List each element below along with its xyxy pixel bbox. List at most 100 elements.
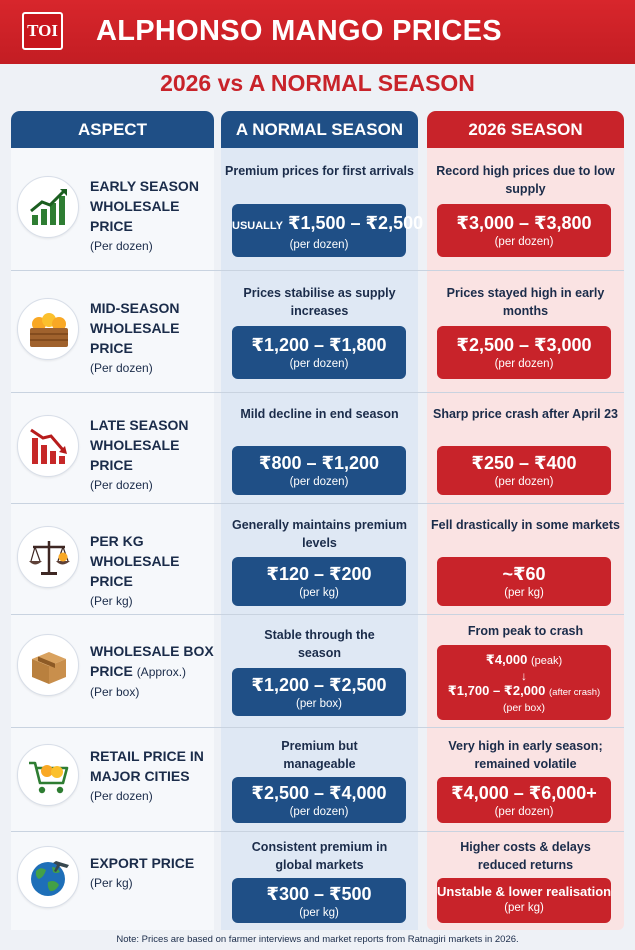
aspect-title: WHOLESALE BOX PRICE (Approx.)	[90, 641, 215, 682]
normal-season-description: Consistent premium in global markets	[251, 840, 388, 872]
price-unit: (per dozen)	[494, 236, 554, 248]
price-range: ₹2,500 – ₹3,000	[456, 335, 592, 355]
footnote: Note: Prices are based on farmer intervi…	[116, 934, 519, 945]
mango-crate-icon	[17, 298, 79, 360]
price-unit: (per dozen)	[289, 239, 349, 251]
season-2026-description: Record high prices due to low supply	[436, 164, 615, 196]
aspect-title: PER KG WHOLESALE PRICE	[90, 533, 180, 589]
season-2026-price-box: ₹2,500 – ₹3,000 (per dozen)	[437, 326, 611, 379]
row-divider	[11, 270, 624, 271]
normal-season-price-box: ₹1,200 – ₹2,500 (per box)	[232, 668, 406, 716]
row-divider	[11, 614, 624, 615]
peak-price: ₹4,000	[485, 652, 528, 667]
row-export-price-aspect: EXPORT PRICE (Per kg)	[90, 853, 215, 891]
globe-airplane-icon	[17, 846, 79, 908]
price-unit: (per kg)	[299, 907, 339, 919]
row-wholesale-box-aspect: WHOLESALE BOX PRICE (Approx.) (Per box)	[90, 641, 215, 700]
season-2026-description: Sharp price crash after April 23	[432, 407, 619, 421]
normal-season-description: Generally maintains premium levels	[231, 518, 408, 550]
row-divider	[11, 503, 624, 504]
aspect-unit-note: (Per kg)	[90, 876, 133, 890]
season-2026-description: Very high in early season; remained vola…	[448, 739, 603, 771]
aspect-title: EARLY SEASON WHOLESALE PRICE	[90, 178, 199, 234]
aspect-title: RETAIL PRICE IN MAJOR CITIES	[90, 748, 204, 784]
price-unit: (per kg)	[504, 902, 544, 914]
normal-season-description: Mild decline in end season	[240, 407, 399, 421]
aspect-title: EXPORT PRICE	[90, 855, 195, 871]
price-status: Unstable & lower realisation	[437, 884, 612, 899]
price-range: ₹1,200 – ₹1,800	[251, 335, 387, 355]
price-range: ₹1,500 – ₹2,500	[287, 213, 424, 233]
price-unit: (per kg)	[504, 587, 544, 599]
season-2026-price-box: ₹250 – ₹400 (per dozen)	[437, 446, 611, 495]
aspect-unit-note: (Per box)	[90, 685, 140, 699]
season-2026-description: Fell drastically in some markets	[431, 518, 620, 532]
row-divider	[11, 831, 624, 832]
after-crash-label: (after crash)	[549, 687, 601, 698]
normal-season-price-box: ₹800 – ₹1,200 (per dozen)	[232, 446, 406, 495]
season-2026-description: Higher costs & delays reduced returns	[460, 840, 591, 872]
season-2026-price-box: ₹3,000 – ₹3,800 (per dozen)	[437, 204, 611, 257]
price-unit: (per box)	[295, 698, 343, 710]
shopping-cart-icon	[17, 744, 79, 806]
price-range: ₹120 – ₹200	[266, 564, 372, 584]
price-range: ~₹60	[502, 564, 546, 584]
column-header-2026-season: 2026 SEASON	[427, 111, 624, 148]
row-early-season-aspect: EARLY SEASON WHOLESALE PRICE (Per dozen)	[90, 176, 215, 254]
price-unit: (per dozen)	[289, 806, 349, 818]
aspect-unit-note: (Per dozen)	[90, 789, 153, 803]
aspect-title: MID-SEASON WHOLESALE PRICE	[90, 300, 180, 356]
season-2026-price-box: ~₹60 (per kg)	[437, 557, 611, 606]
price-unit: (per dozen)	[494, 476, 554, 488]
price-range: ₹300 – ₹500	[266, 884, 372, 904]
normal-season-price-box: ₹120 – ₹200 (per kg)	[232, 557, 406, 606]
aspect-unit-note: (Per dozen)	[90, 239, 153, 253]
price-unit: (per dozen)	[289, 358, 349, 370]
price-prefix: USUALLY	[232, 220, 283, 232]
column-header-normal-season: A NORMAL SEASON	[221, 111, 418, 148]
price-unit: (per dozen)	[494, 358, 554, 370]
season-2026-price-box: ₹4,000 – ₹6,000+ (per dozen)	[437, 777, 611, 823]
falling-bar-chart-icon	[17, 415, 79, 477]
price-range: ₹3,000 – ₹3,800	[456, 213, 592, 233]
normal-season-price-box: USUALLY ₹1,500 – ₹2,500 (per dozen)	[232, 204, 423, 257]
normal-season-price-box: ₹1,200 – ₹1,800 (per dozen)	[232, 326, 406, 379]
column-header-aspect: ASPECT	[11, 111, 214, 148]
page-subtitle: 2026 vs A NORMAL SEASON	[160, 70, 475, 96]
season-2026-description: Prices stayed high in early months	[446, 286, 605, 318]
normal-season-description: Premium but manageable	[281, 739, 358, 771]
page-title: ALPHONSO MANGO PRICES	[96, 15, 502, 47]
price-range: ₹2,500 – ₹4,000	[251, 783, 387, 803]
row-late-season-aspect: LATE SEASON WHOLESALE PRICE (Per dozen)	[90, 415, 215, 493]
row-mid-season-aspect: MID-SEASON WHOLESALE PRICE (Per dozen)	[90, 298, 215, 376]
peak-label: (peak)	[531, 655, 563, 667]
price-unit: (per dozen)	[494, 806, 554, 818]
price-range: ₹800 – ₹1,200	[258, 453, 380, 473]
normal-season-price-box: ₹300 – ₹500 (per kg)	[232, 878, 406, 923]
price-range: ₹4,000 – ₹6,000+	[451, 783, 597, 803]
aspect-title: LATE SEASON WHOLESALE PRICE	[90, 417, 189, 473]
aspect-title-text: WHOLESALE BOX PRICE	[90, 643, 214, 679]
price-unit: (per kg)	[299, 587, 339, 599]
after-crash-price: ₹1,700 – ₹2,000	[447, 683, 546, 698]
season-2026-description: From peak to crash	[467, 624, 584, 638]
season-2026-price-box: ₹4,000 (peak) ↓ ₹1,700 – ₹2,000 (after c…	[437, 645, 611, 720]
price-unit: (per dozen)	[289, 476, 349, 488]
price-range: ₹250 – ₹400	[471, 453, 577, 473]
row-divider	[11, 727, 624, 728]
header-banner: TOI ALPHONSO MANGO PRICES	[0, 0, 635, 64]
rising-bar-chart-icon	[17, 176, 79, 238]
toi-logo: TOI	[22, 12, 63, 50]
row-per-kg-aspect: PER KG WHOLESALE PRICE (Per kg)	[90, 531, 215, 609]
price-unit: (per box)	[502, 702, 545, 714]
aspect-unit-note: (Per kg)	[90, 594, 133, 608]
normal-season-description: Stable through the season	[264, 628, 375, 660]
aspect-unit-note: (Per dozen)	[90, 361, 153, 375]
row-retail-price-aspect: RETAIL PRICE IN MAJOR CITIES (Per dozen)	[90, 746, 215, 804]
arrow-down-icon: ↓	[521, 669, 527, 683]
row-divider	[11, 392, 624, 393]
aspect-unit-note: (Per dozen)	[90, 478, 153, 492]
season-2026-price-box: Unstable & lower realisation (per kg)	[437, 878, 611, 923]
normal-season-description: Prices stabilise as supply increases	[243, 286, 396, 318]
balance-scale-icon	[17, 526, 79, 588]
